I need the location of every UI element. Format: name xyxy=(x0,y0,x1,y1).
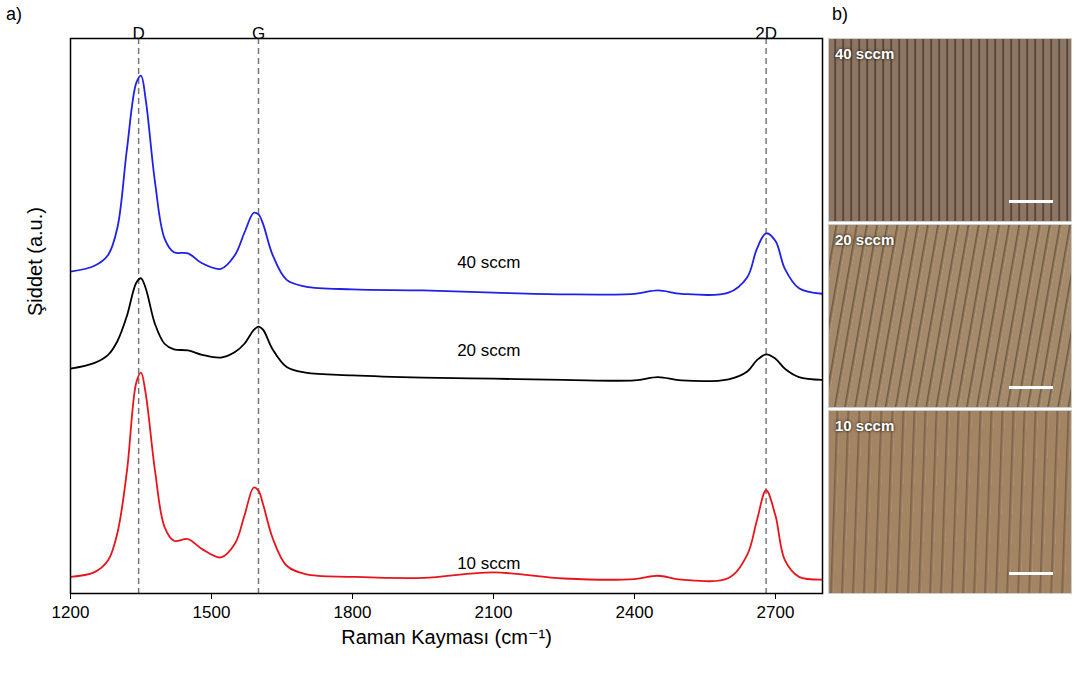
html-text:b): b) xyxy=(832,4,848,24)
html-text:a): a) xyxy=(6,4,22,24)
svg-text:1200: 1200 xyxy=(52,603,90,622)
svg-text:Şiddet (a.u.): Şiddet (a.u.) xyxy=(24,207,46,316)
svg-text:2100: 2100 xyxy=(475,603,513,622)
svg-text:2D: 2D xyxy=(755,24,777,43)
html-text:40 sccm: 40 sccm xyxy=(835,45,895,62)
svg-text:10 sccm: 10 sccm xyxy=(457,554,520,573)
svg-text:D: D xyxy=(133,24,145,43)
svg-text:1500: 1500 xyxy=(193,603,231,622)
svg-text:2400: 2400 xyxy=(616,603,654,622)
svg-text:Raman Kayması (cm⁻¹): Raman Kayması (cm⁻¹) xyxy=(341,626,552,648)
html-text:10 sccm: 10 sccm xyxy=(835,417,895,434)
svg-text:1800: 1800 xyxy=(334,603,372,622)
svg-text:G: G xyxy=(252,24,265,43)
svg-text:20 sccm: 20 sccm xyxy=(457,341,520,360)
svg-text:40 sccm: 40 sccm xyxy=(457,253,520,272)
html-text:20 sccm: 20 sccm xyxy=(835,231,895,248)
svg-text:2700: 2700 xyxy=(757,603,795,622)
